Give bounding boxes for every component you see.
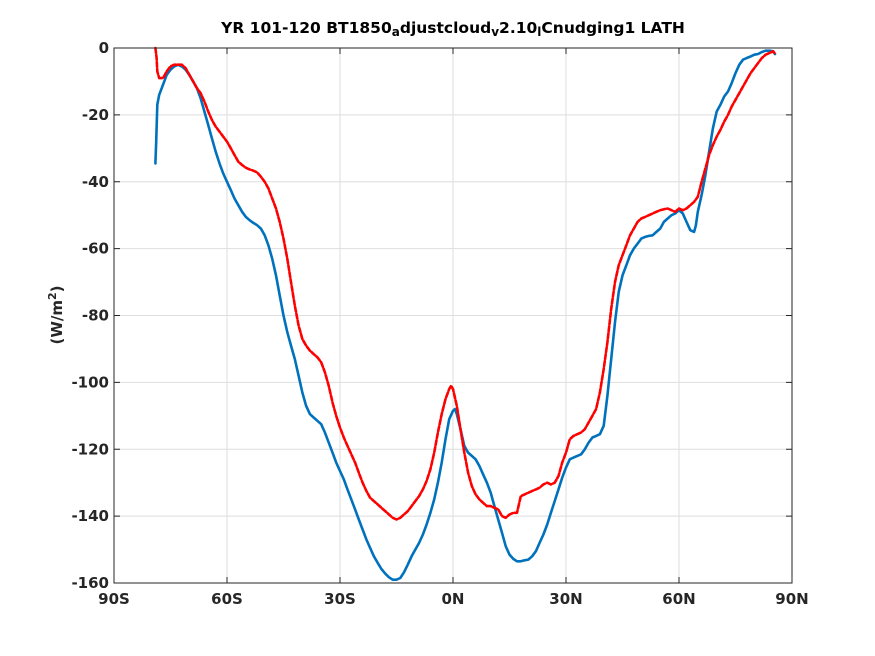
y-tick-label: -60	[82, 240, 109, 258]
title-segment: a	[392, 25, 400, 39]
y-tick-label: -100	[71, 373, 109, 391]
x-tick-label: 60N	[662, 590, 695, 608]
chart-title: YR 101-120 BT1850adjustcloudv2.10lCnudgi…	[220, 19, 685, 39]
x-tick-label: 90S	[98, 590, 130, 608]
ylabel-segment: 2	[46, 292, 59, 300]
title-segment: YR 101-120 BT1850	[220, 19, 392, 37]
y-tick-label: -80	[82, 307, 109, 325]
x-tick-label: 90N	[775, 590, 808, 608]
x-tick-label: 0N	[442, 590, 465, 608]
x-axis: 90S 60S 30S 0N 30N 60N 90N	[98, 48, 809, 608]
ylabel-segment: )	[48, 285, 66, 292]
ylabel-segment: (W/m	[48, 300, 66, 345]
title-segment: v	[491, 25, 499, 39]
x-tick-label: 30S	[324, 590, 356, 608]
y-tick-label: -140	[71, 507, 109, 525]
y-tick-label: -40	[82, 173, 109, 191]
x-tick-label: 30N	[549, 590, 582, 608]
y-tick-label: -120	[71, 440, 109, 458]
grid	[114, 48, 792, 583]
y-axis: 0 -20 -40 -60 -80 -100 -120 -140 -160	[71, 39, 792, 592]
series-layer	[154, 46, 777, 581]
title-segment: 2.10	[499, 19, 537, 37]
y-tick-label: -20	[82, 106, 109, 124]
title-segment: djustcloud	[400, 19, 491, 37]
series-line-2	[154, 46, 777, 521]
y-tick-label: -160	[71, 574, 109, 592]
y-axis-label: (W/m2)	[46, 285, 67, 344]
x-tick-label: 60S	[211, 590, 243, 608]
title-segment: Cnudging1 LATH	[541, 19, 684, 37]
title-segment: l	[537, 25, 541, 39]
y-tick-label: 0	[99, 39, 109, 57]
